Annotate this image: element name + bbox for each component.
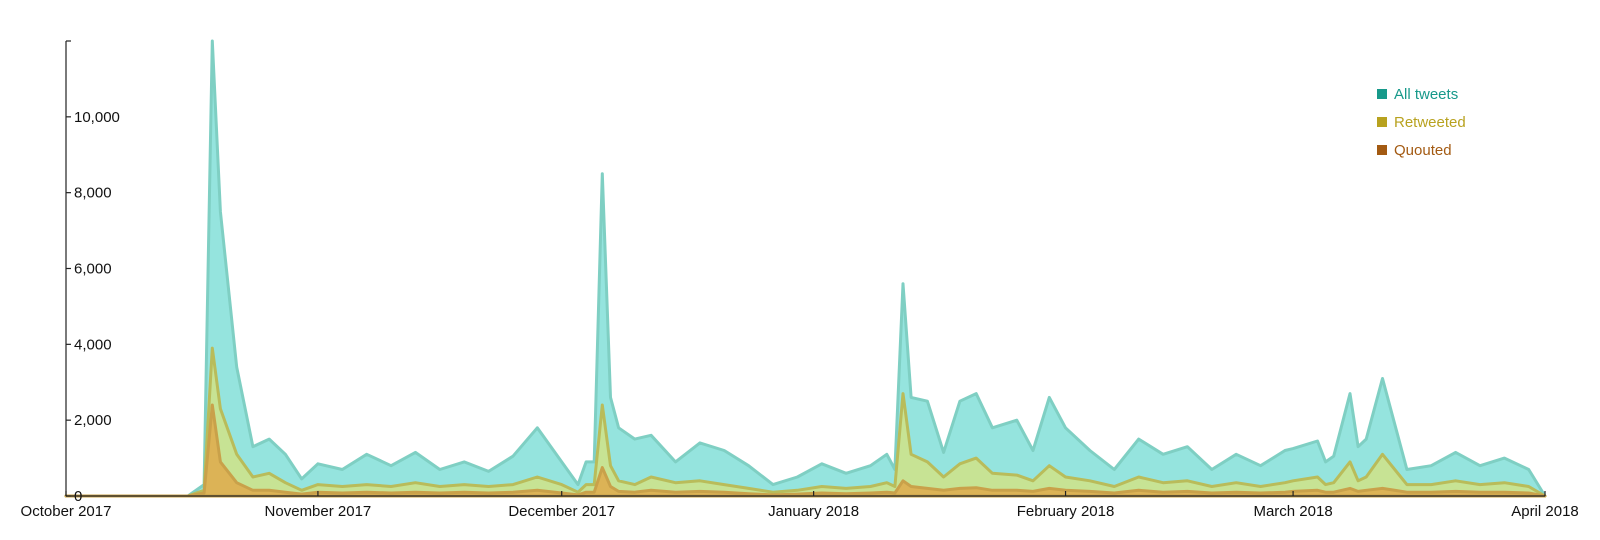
x-tick-label: November 2017 [265,503,372,520]
series-areas [64,39,1547,498]
x-tick-label: December 2017 [508,503,615,520]
y-tick-label: 6,000 [74,261,112,278]
y-tick-label: 2,000 [74,412,112,429]
legend-label: Retweeted [1394,114,1466,131]
legend-swatch [1377,145,1387,155]
x-tick-label: March 2018 [1253,503,1332,520]
legend-swatch [1377,117,1387,127]
series-area-0 [64,39,1547,498]
x-tick-label: October 2017 [21,503,112,520]
legend-label: All tweets [1394,86,1458,103]
y-tick-label: 4,000 [74,336,112,353]
x-axis: October 2017 November 2017 December 2017 Ja… [21,491,1579,520]
series-area-2 [64,403,1547,498]
legend-label: Quouted [1394,142,1452,159]
x-tick-label: January 2018 [768,503,859,520]
x-tick-label: April 2018 [1511,503,1579,520]
y-tick-label: 10,000 [74,109,120,126]
x-tick-label: February 2018 [1017,503,1115,520]
legend: All tweets Retweeted Quouted [1377,86,1466,159]
y-tick-label: 8,000 [74,185,112,202]
legend-swatch [1377,89,1387,99]
